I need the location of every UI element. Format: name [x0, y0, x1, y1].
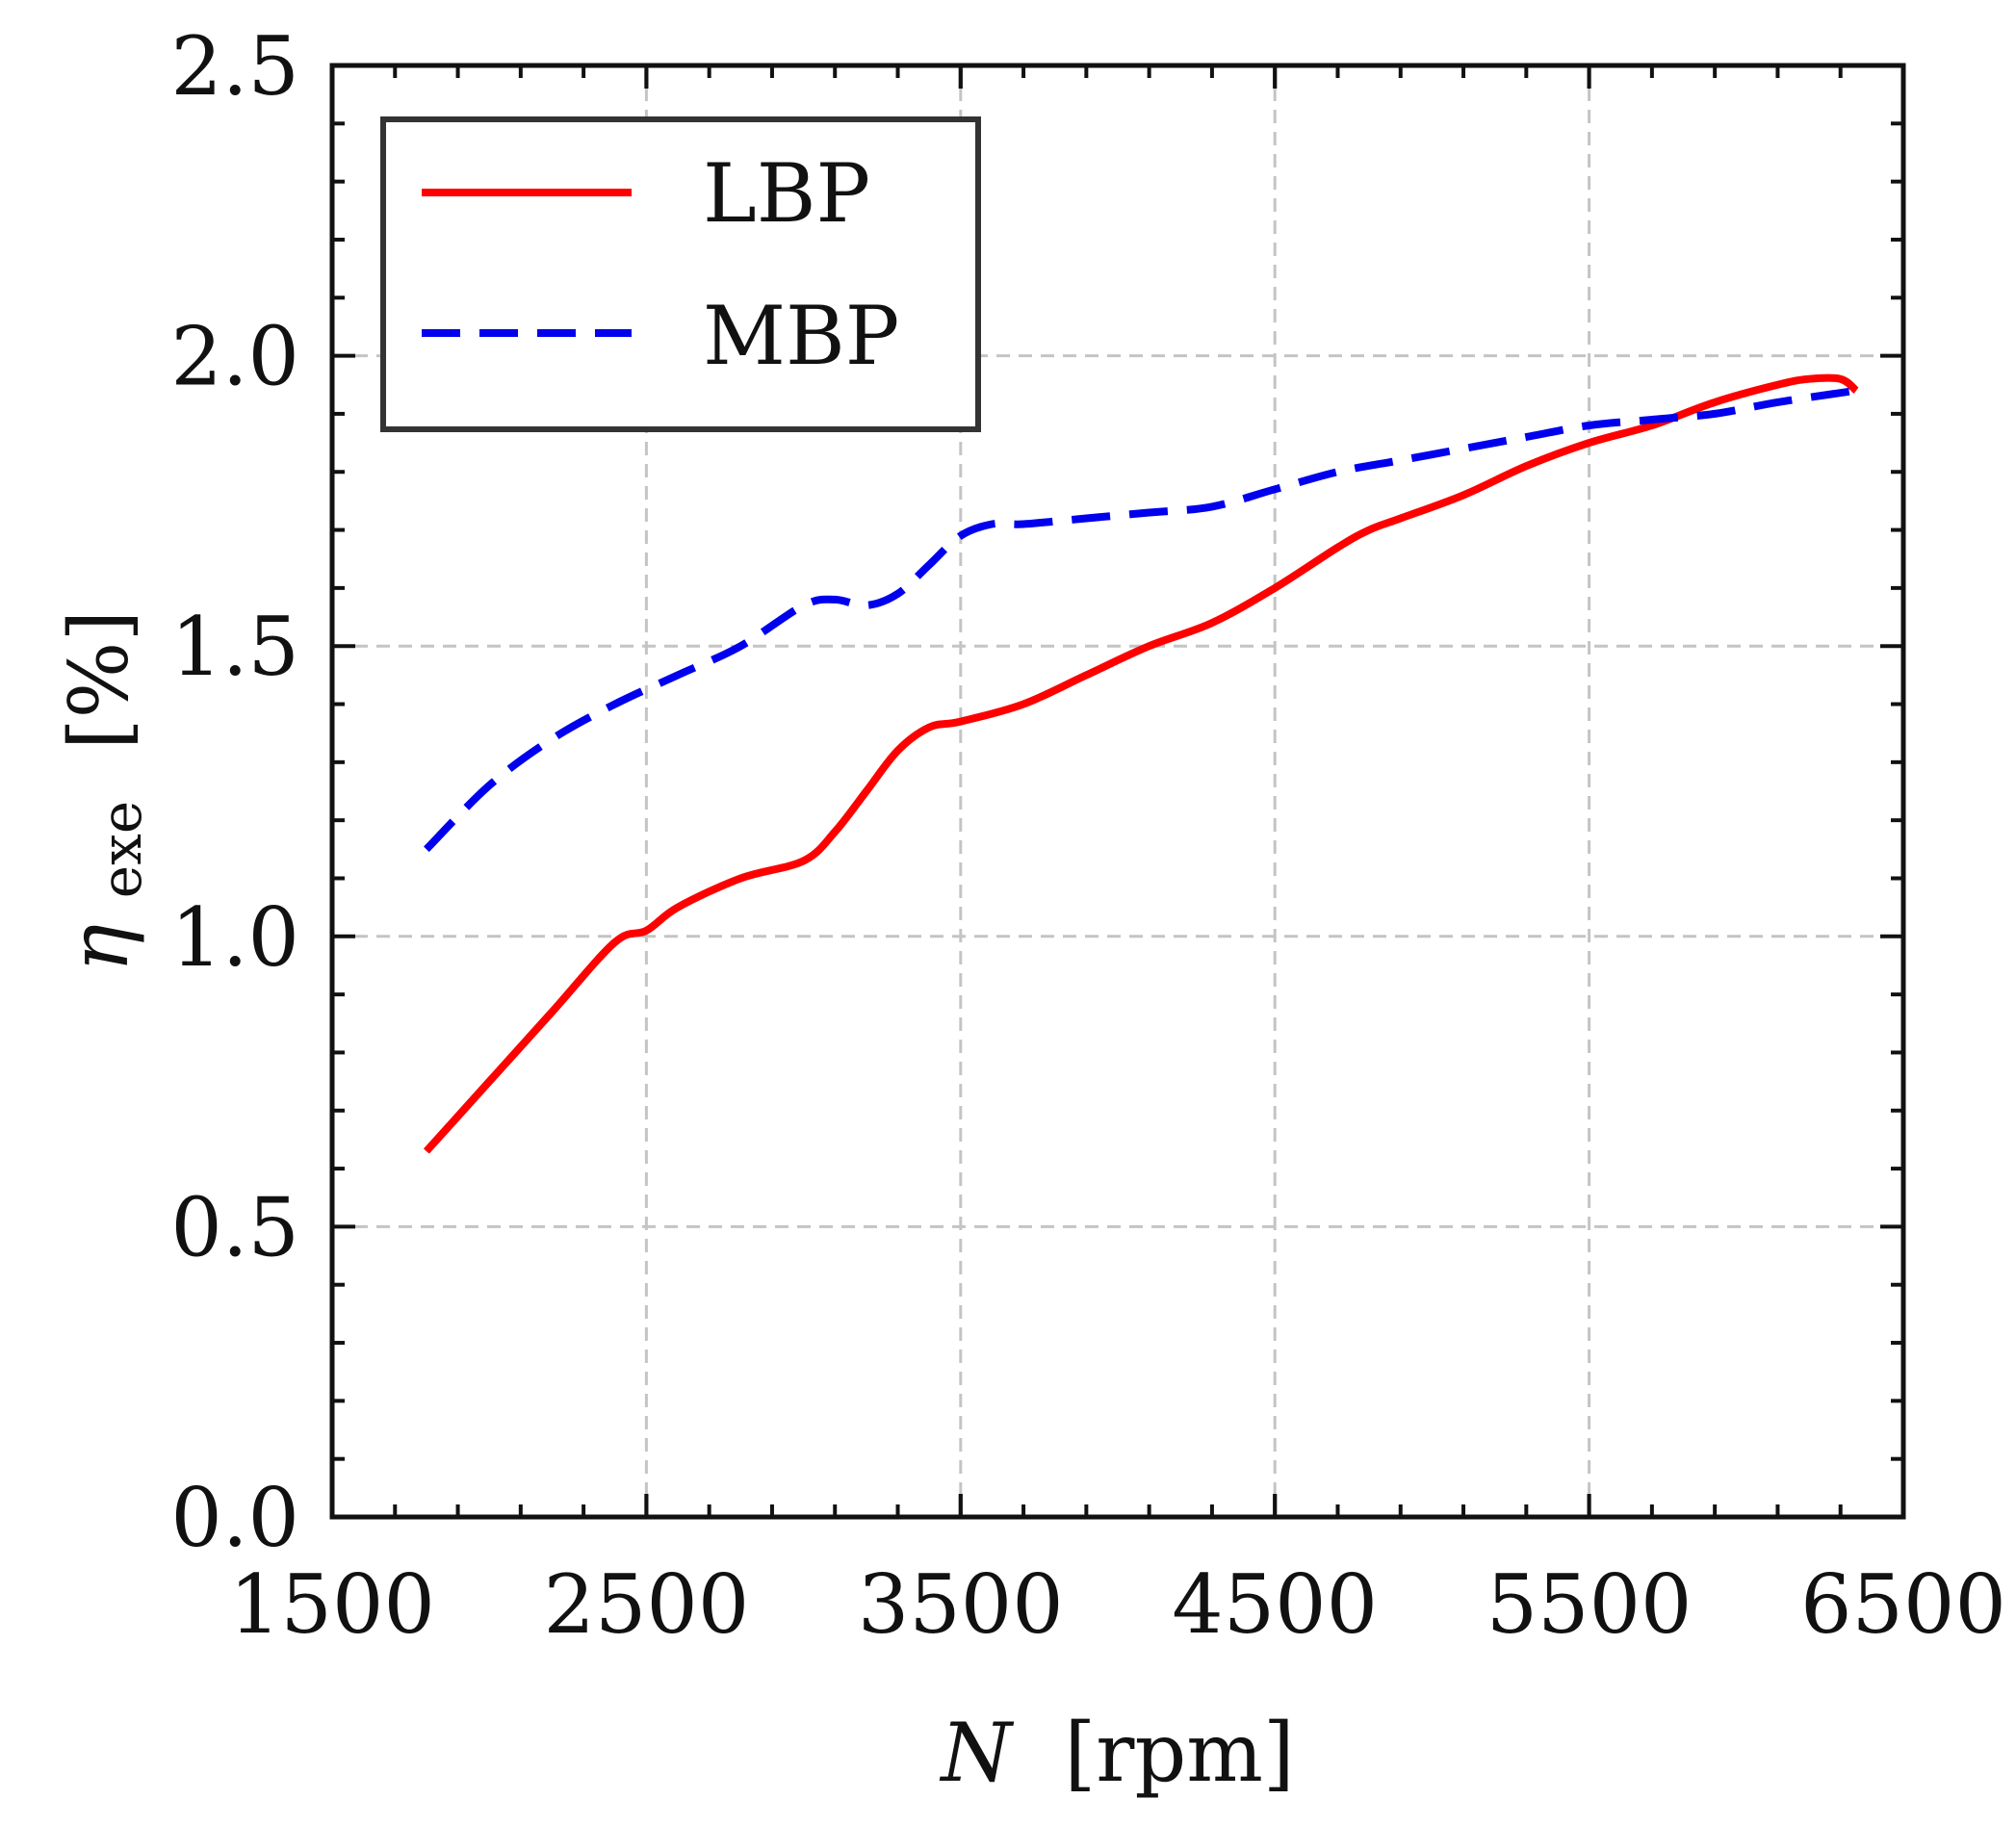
x-tick-labels: 1500 2500 3500 4500 5500 6500: [229, 1557, 2006, 1652]
legend-box: [380, 116, 981, 432]
y-tick-label: 0.5: [170, 1180, 299, 1274]
x-tick-label: 3500: [858, 1557, 1064, 1652]
legend-label-mbp: MBP: [703, 289, 899, 383]
y-axis-label: η exe [%]: [52, 610, 160, 972]
grid: [332, 65, 1903, 1517]
series-line-mbp: [424, 386, 1857, 853]
x-axis-variable: N: [939, 1706, 1014, 1800]
y-tick-label: 2.0: [170, 310, 299, 404]
series-lines: [423, 373, 1859, 1154]
x-axis-unit: [rpm]: [1065, 1706, 1295, 1800]
x-axis-label: N [rpm]: [939, 1706, 1294, 1800]
x-tick-label: 5500: [1486, 1557, 1693, 1652]
y-axis-variable: η: [52, 924, 146, 972]
y-tick-label: 2.5: [170, 19, 299, 114]
series-line-lbp: [423, 373, 1859, 1154]
y-tick-label: 1.0: [170, 890, 299, 985]
y-axis-subscript: exe: [89, 801, 154, 898]
legend: LBP MBP: [380, 116, 981, 432]
plot-frame: [329, 63, 1906, 1520]
x-tick-label: 2500: [544, 1557, 750, 1652]
x-tick-label: 1500: [229, 1557, 435, 1652]
y-tick-labels: 0.0 0.5 1.0 1.5 2.0 2.5: [170, 19, 299, 1565]
x-tick-label: 4500: [1172, 1557, 1378, 1652]
y-tick-label: 0.0: [170, 1471, 299, 1565]
y-tick-label: 1.5: [170, 600, 299, 694]
y-axis-unit: [%]: [52, 610, 146, 750]
x-tick-label: 6500: [1800, 1557, 2006, 1652]
legend-label-lbp: LBP: [703, 146, 870, 241]
